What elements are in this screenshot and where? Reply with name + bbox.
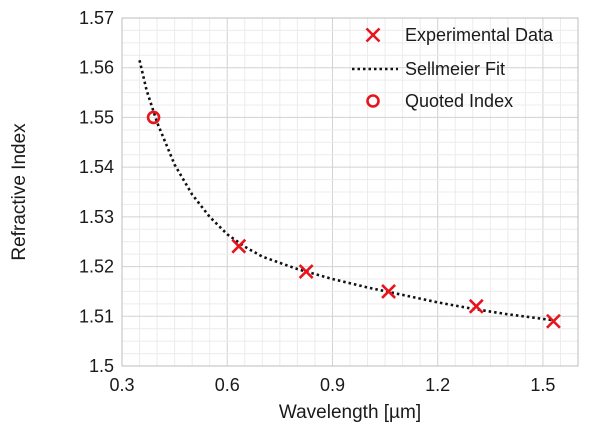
y-tick-label: 1.5 bbox=[89, 356, 114, 376]
tick-labels: 0.3 0.6 0.9 1.2 1.5 1.5 1.51 1.52 1.53 1.54 1.55 1.… bbox=[79, 8, 555, 395]
y-tick-label: 1.55 bbox=[79, 107, 114, 127]
legend-x-marker bbox=[365, 27, 381, 43]
legend-item-sellmeier-fit: Sellmeier Fit bbox=[352, 59, 505, 79]
legend-item-quoted-index: Quoted Index bbox=[366, 91, 513, 111]
x-axis-label: Wavelength [µm] bbox=[279, 402, 421, 423]
series-layer bbox=[138, 59, 561, 329]
x-tick-label: 0.6 bbox=[215, 375, 240, 395]
x-tick-label: 0.9 bbox=[320, 375, 345, 395]
x-marker-stroke bbox=[231, 238, 247, 254]
x-marker-stroke bbox=[298, 264, 314, 279]
legend-label: Quoted Index bbox=[405, 91, 513, 111]
x-marker-stroke bbox=[365, 27, 381, 43]
legend: Experimental Data Sellmeier Fit Quoted I… bbox=[352, 25, 554, 111]
legend-label: Experimental Data bbox=[405, 25, 554, 45]
legend-item-experimental-data: Experimental Data bbox=[365, 25, 554, 45]
x-marker-stroke bbox=[546, 313, 561, 329]
experimental-data-point bbox=[468, 298, 484, 314]
experimental-data-point bbox=[546, 313, 561, 329]
legend-x-marker-icon bbox=[365, 27, 381, 43]
experimental-data-point bbox=[298, 264, 314, 279]
x-tick-label: 1.2 bbox=[425, 375, 450, 395]
legend-label: Sellmeier Fit bbox=[405, 59, 505, 79]
experimental-data-point bbox=[231, 238, 247, 254]
x-tick-label: 1.5 bbox=[530, 375, 555, 395]
x-tick-label: 0.3 bbox=[109, 375, 134, 395]
x-marker-stroke bbox=[381, 284, 397, 299]
y-tick-label: 1.53 bbox=[79, 207, 114, 227]
legend-circle-marker-icon bbox=[366, 94, 380, 108]
x-marker-stroke bbox=[468, 298, 484, 314]
y-tick-label: 1.52 bbox=[79, 257, 114, 277]
plot-frame bbox=[121, 17, 579, 367]
y-axis-label: Refractive Index bbox=[9, 123, 30, 261]
y-tick-label: 1.54 bbox=[79, 157, 114, 177]
grid bbox=[121, 17, 579, 367]
quoted-index-point bbox=[146, 110, 161, 125]
y-tick-label: 1.57 bbox=[79, 8, 114, 28]
sellmeier-fit-line bbox=[138, 59, 554, 322]
y-tick-label: 1.56 bbox=[79, 58, 114, 78]
y-tick-label: 1.51 bbox=[79, 306, 114, 326]
experimental-data-point bbox=[381, 284, 397, 299]
legend-circle-marker bbox=[366, 94, 380, 108]
